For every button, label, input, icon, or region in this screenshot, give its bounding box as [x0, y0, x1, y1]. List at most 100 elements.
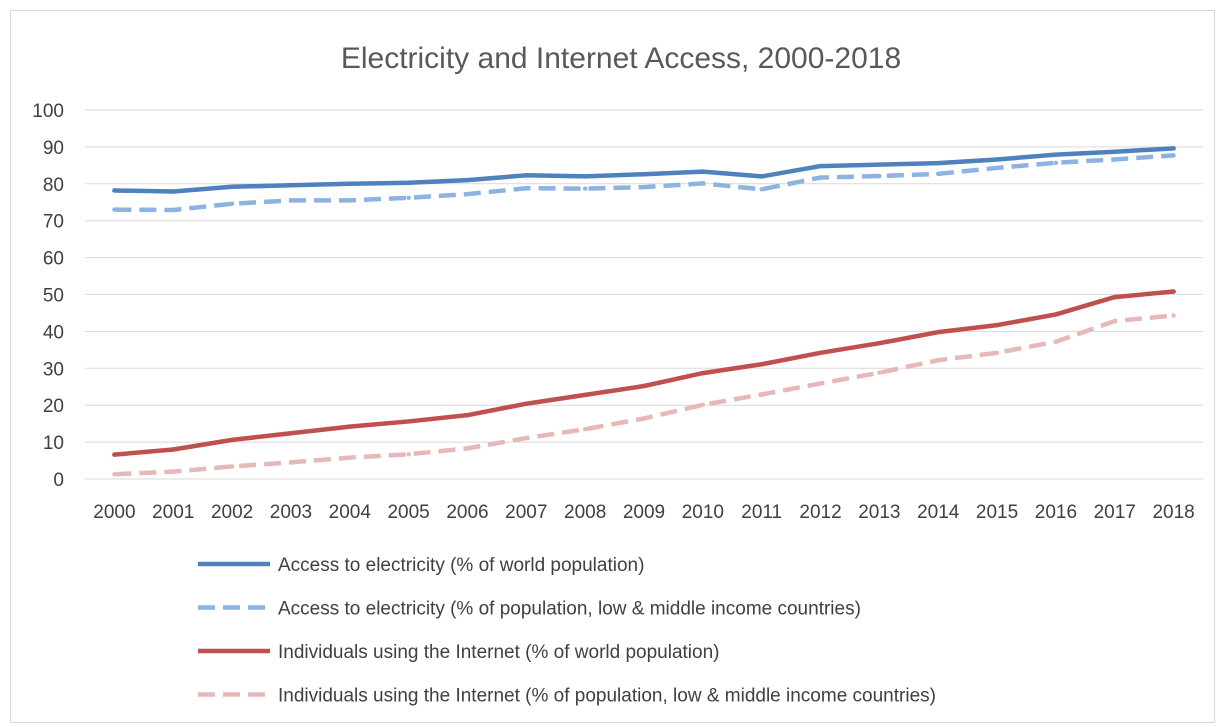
x-tick-label: 2006	[446, 502, 488, 523]
data-point	[700, 402, 706, 408]
series-line-3	[112, 289, 1176, 457]
data-point	[406, 452, 411, 457]
x-tick-label: 2014	[917, 502, 960, 523]
x-axis-ticks: 2000 2001 2002 2003 2004 2005 2006 2007 2008 2009…	[93, 502, 1194, 523]
data-point	[759, 174, 764, 179]
data-point	[112, 452, 117, 457]
data-point	[1112, 294, 1117, 300]
y-tick-label: 20	[43, 396, 64, 417]
chart-frame	[10, 10, 1215, 723]
y-tick-label: 60	[43, 249, 64, 270]
data-point	[406, 195, 411, 201]
data-point	[994, 350, 1000, 356]
x-tick-label: 2001	[152, 502, 194, 523]
x-tick-label: 2007	[505, 502, 547, 523]
data-point	[994, 157, 1000, 162]
x-tick-label: 2016	[1035, 502, 1077, 523]
data-point	[347, 198, 352, 203]
y-axis-ticks: 0 10 20 30 40 50 60 70 80 90 100	[32, 101, 64, 491]
y-tick-label: 90	[43, 138, 64, 159]
x-tick-label: 2003	[270, 502, 312, 523]
data-point	[936, 160, 941, 166]
data-point	[936, 329, 941, 335]
data-point	[936, 357, 941, 363]
y-tick-label: 50	[43, 286, 64, 307]
data-point	[229, 201, 235, 206]
data-point	[288, 198, 294, 203]
legend-label-3: Individuals using the Internet (% of wor…	[278, 642, 719, 663]
x-tick-label: 2004	[329, 502, 372, 523]
data-point	[700, 370, 706, 376]
data-point	[1171, 313, 1176, 318]
data-point	[1053, 160, 1059, 165]
data-point	[524, 186, 529, 191]
data-point	[347, 181, 352, 186]
x-tick-label: 2015	[976, 502, 1018, 523]
data-point	[700, 181, 706, 186]
data-point	[877, 173, 882, 179]
x-tick-label: 2005	[387, 502, 429, 523]
data-point	[641, 172, 647, 177]
chart-title: Electricity and Internet Access, 2000-20…	[341, 42, 901, 75]
data-point	[641, 184, 647, 190]
data-point	[818, 175, 823, 180]
gridlines	[85, 109, 1203, 480]
data-point	[112, 472, 117, 477]
data-point	[582, 392, 588, 398]
data-point	[171, 189, 176, 194]
data-point	[288, 431, 294, 436]
data-point	[229, 184, 235, 189]
data-point	[347, 424, 352, 429]
data-point	[229, 437, 235, 443]
data-point	[465, 191, 470, 197]
data-point	[936, 171, 941, 177]
data-point	[171, 469, 176, 474]
x-tick-label: 2018	[1152, 502, 1194, 523]
x-tick-label: 2011	[741, 502, 782, 523]
data-point	[759, 392, 764, 397]
data-point	[1112, 149, 1117, 154]
data-point	[1053, 312, 1059, 317]
data-point	[1053, 152, 1059, 157]
data-point	[465, 177, 470, 183]
data-point	[465, 446, 470, 451]
data-point	[524, 401, 529, 406]
data-point	[759, 362, 764, 367]
x-tick-label: 2000	[93, 502, 135, 523]
data-point	[818, 163, 823, 169]
y-tick-label: 0	[53, 470, 64, 491]
y-tick-label: 10	[43, 433, 64, 454]
y-tick-label: 100	[32, 101, 64, 122]
data-point	[877, 341, 882, 346]
y-tick-label: 30	[43, 359, 64, 380]
data-point	[524, 435, 529, 441]
x-tick-label: 2017	[1094, 502, 1136, 523]
legend-label-2: Access to electricity (% of population, …	[278, 599, 861, 620]
data-point	[347, 455, 352, 460]
data-point	[641, 416, 647, 421]
data-point	[171, 447, 176, 452]
data-point	[994, 165, 1000, 171]
legend-label-4: Individuals using the Internet (% of pop…	[278, 686, 936, 707]
data-point	[1053, 339, 1059, 344]
data-point	[112, 188, 117, 193]
data-point	[877, 370, 882, 375]
data-point	[1112, 318, 1117, 324]
x-tick-label: 2013	[858, 502, 900, 523]
data-point	[524, 173, 529, 178]
series-line-2	[114, 153, 1174, 213]
data-point	[288, 183, 294, 188]
data-point	[406, 419, 411, 424]
data-point	[229, 464, 235, 469]
x-tick-label: 2010	[682, 502, 724, 523]
data-point	[641, 383, 647, 389]
y-tick-label: 40	[43, 322, 64, 343]
x-tick-label: 2002	[211, 502, 253, 523]
data-point	[582, 186, 588, 191]
data-point	[700, 169, 706, 174]
legend-label-1: Access to electricity (% of world popula…	[278, 555, 644, 576]
data-point	[818, 350, 823, 356]
legend: Access to electricity (% of world popula…	[198, 555, 936, 707]
x-tick-label: 2012	[799, 502, 841, 523]
data-point	[877, 162, 882, 167]
